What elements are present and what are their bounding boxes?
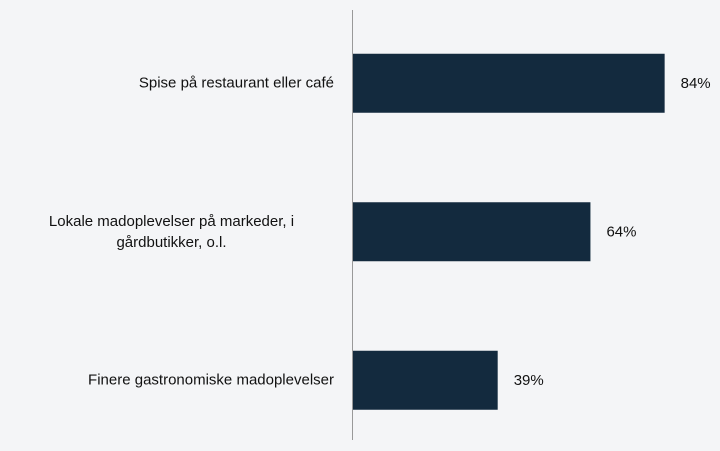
bar	[353, 53, 665, 113]
category-label: Lokale madoplevelser på markeder, i gård…	[48, 212, 295, 251]
bar	[353, 202, 591, 262]
data-label: 64%	[606, 224, 636, 241]
data-label: 84%	[681, 75, 711, 92]
category-label: Finere gastronomiske madoplevelser	[88, 371, 334, 389]
data-label: 39%	[514, 372, 544, 389]
category-label: Spise på restaurant eller café	[138, 74, 334, 92]
bar	[353, 350, 498, 410]
